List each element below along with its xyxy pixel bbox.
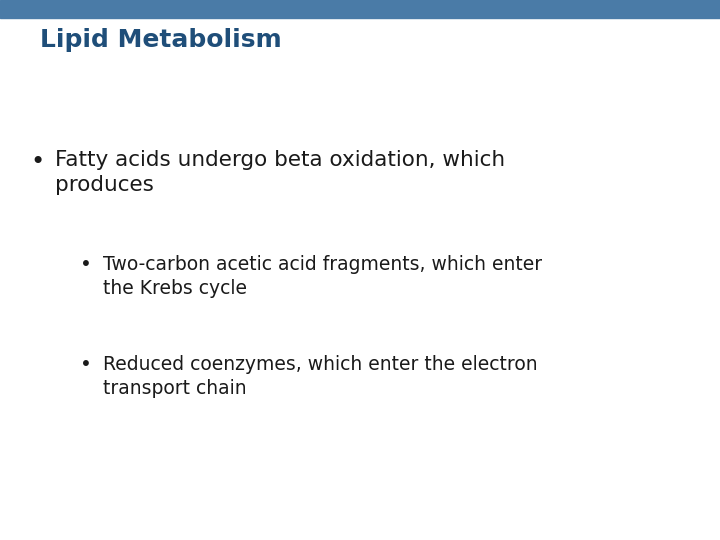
Text: •: • [30,150,44,174]
Text: Lipid Metabolism: Lipid Metabolism [40,28,282,52]
Text: •: • [80,255,92,274]
Text: Two-carbon acetic acid fragments, which enter
the Krebs cycle: Two-carbon acetic acid fragments, which … [103,255,542,298]
Text: Reduced coenzymes, which enter the electron
transport chain: Reduced coenzymes, which enter the elect… [103,355,538,397]
Text: Fatty acids undergo beta oxidation, which
produces: Fatty acids undergo beta oxidation, whic… [55,150,505,195]
Bar [0,0,720,18]
Text: •: • [80,355,92,374]
